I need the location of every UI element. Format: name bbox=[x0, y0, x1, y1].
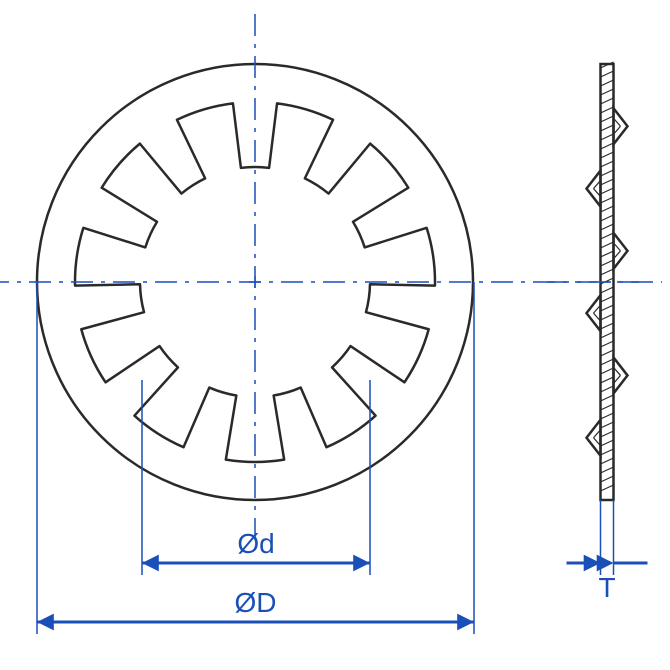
side-view bbox=[547, 62, 662, 500]
label-inner-diameter: Ød bbox=[237, 528, 274, 559]
dimensions bbox=[37, 282, 648, 634]
label-outer-diameter: ØD bbox=[235, 587, 277, 618]
label-thickness: T bbox=[598, 572, 615, 603]
technical-drawing: Ød ØD T bbox=[0, 0, 670, 670]
front-view bbox=[0, 14, 643, 550]
